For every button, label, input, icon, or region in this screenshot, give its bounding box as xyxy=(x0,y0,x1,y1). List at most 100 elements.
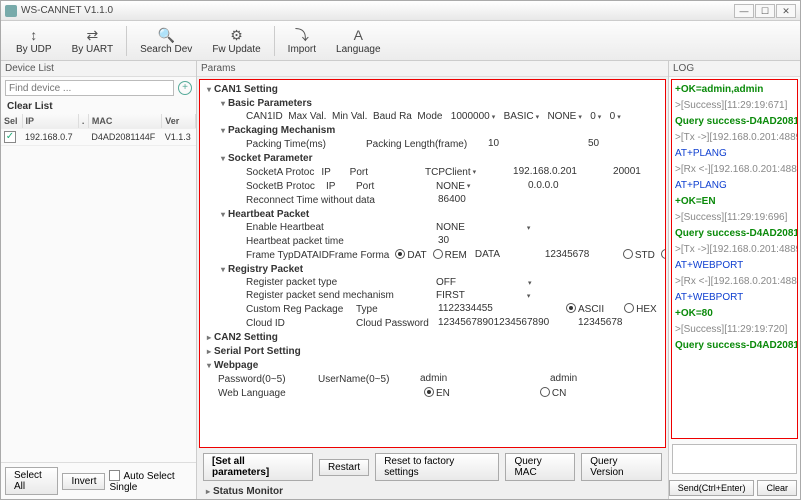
log-line: >[Tx ->][192.168.0.201:48899 -> 192.168 xyxy=(675,242,794,258)
command-input[interactable] xyxy=(672,444,797,474)
maximize-button[interactable]: ☐ xyxy=(755,4,775,18)
add-device-button[interactable]: + xyxy=(178,81,192,95)
web-user2-input[interactable] xyxy=(548,373,628,385)
web-cn-radio[interactable]: CN xyxy=(450,387,566,399)
socketa-addr-input[interactable] xyxy=(511,166,591,178)
log-line: Query success-D4AD20811 xyxy=(675,114,794,130)
reg-cloudid-label: Cloud ID xyxy=(246,318,356,329)
minval-label: Min Val. xyxy=(332,111,367,122)
log-line: >[Rx <-][192.168.0.201:48899 <- 192.168 xyxy=(675,162,794,178)
socketa-mode-select[interactable]: TCPClient▾ xyxy=(425,167,491,178)
fw-update-icon: ⚙ xyxy=(226,26,246,44)
reg-type-select[interactable]: OFF▾ xyxy=(436,277,532,288)
log-line: AT+WEBPORT xyxy=(675,290,794,306)
packing-len-input[interactable] xyxy=(586,138,646,150)
socketb-mode-select[interactable]: NONE▾ xyxy=(436,181,506,192)
window-title: WS-CANNET V1.1.0 xyxy=(21,5,733,16)
row-checkbox[interactable]: ✓ xyxy=(4,131,16,143)
params-header: Params xyxy=(197,61,668,77)
factory-reset-button[interactable]: Reset to factory settings xyxy=(375,453,499,481)
registry-header[interactable]: ▾Registry Packet xyxy=(218,263,661,276)
reg-cloudpw-input[interactable] xyxy=(576,317,646,329)
hb-enable-select[interactable]: NONE▾ xyxy=(436,222,530,233)
hb-ff-label: Frame Forma xyxy=(329,250,390,261)
socketb-port-label: Port xyxy=(356,181,436,192)
clear-list-button[interactable]: Clear List xyxy=(1,99,196,114)
hb-dat-radio[interactable]: DAT xyxy=(389,249,426,261)
reg-type-label: Register packet type xyxy=(246,277,436,288)
reconnect-label: Reconnect Time without data xyxy=(246,195,436,206)
hb-data-input[interactable] xyxy=(473,249,523,261)
hb-rem-radio[interactable]: REM xyxy=(427,249,467,261)
by-udp-button[interactable]: ↕By UDP xyxy=(7,23,61,58)
web-pw-label: Password(0~5) xyxy=(218,374,318,385)
packing-time-input[interactable] xyxy=(486,138,546,150)
v1-select[interactable]: 0▾ xyxy=(590,111,601,122)
language-button[interactable]: ALanguage xyxy=(327,23,390,58)
find-device-input[interactable] xyxy=(5,80,174,96)
hb-time-input[interactable] xyxy=(436,235,496,247)
reg-cloudid-input[interactable] xyxy=(436,317,556,329)
log-output: +OK=admin,admin>[Success][11:29:19:671]Q… xyxy=(671,79,798,439)
hb-std-radio[interactable]: STD xyxy=(603,249,655,261)
can2-setting-header[interactable]: ▸CAN2 Setting xyxy=(204,331,661,344)
reg-ctype-label: Type xyxy=(356,304,436,315)
socketa-port-input[interactable] xyxy=(611,166,661,178)
col-.[interactable]: . xyxy=(78,114,88,129)
serial-port-header[interactable]: ▸Serial Port Setting xyxy=(204,345,661,358)
socket-header[interactable]: ▾Socket Parameter xyxy=(218,152,661,165)
device-row[interactable]: ✓192.168.0.7D4AD2081144FV1.1.3 xyxy=(1,129,196,146)
titlebar: WS-CANNET V1.1.0 — ☐ ✕ xyxy=(1,1,800,21)
socketb-label: SocketB Protoc xyxy=(246,181,326,192)
close-button[interactable]: ✕ xyxy=(776,4,796,18)
col-sel[interactable]: Sel xyxy=(1,114,22,129)
reg-custom-input[interactable] xyxy=(436,303,536,315)
socketa-label: SocketA Protoc xyxy=(246,167,321,178)
can1-setting-header[interactable]: ▾CAN1 Setting xyxy=(204,83,661,96)
baud-select[interactable]: 1000000▾ xyxy=(451,111,495,122)
search-dev-button[interactable]: 🔍Search Dev xyxy=(131,23,201,58)
reg-mech-select[interactable]: FIRST▾ xyxy=(436,290,530,301)
clear-log-button[interactable]: Clear xyxy=(757,480,797,496)
send-button[interactable]: Send(Ctrl+Enter) xyxy=(669,480,755,496)
auto-select-checkbox[interactable]: Auto Select Single xyxy=(109,470,192,493)
web-user-input[interactable] xyxy=(418,373,498,385)
col-mac[interactable]: MAC xyxy=(88,114,161,129)
by-uart-button[interactable]: ⇄By UART xyxy=(63,23,123,58)
col-ver[interactable]: Ver xyxy=(162,114,196,129)
import-button[interactable]: ⤵Import xyxy=(279,23,325,58)
socketb-addr-input[interactable] xyxy=(526,180,606,192)
log-line: >[Success][11:29:19:671] xyxy=(675,98,794,114)
log-line: >[Success][11:29:19:696] xyxy=(675,210,794,226)
heartbeat-header[interactable]: ▾Heartbeat Packet xyxy=(218,208,661,221)
reg-custom-label: Custom Reg Package xyxy=(246,304,356,315)
toolbar: ↕By UDP⇄By UART🔍Search Dev⚙Fw Update ⤵Imp… xyxy=(1,21,800,61)
reg-hex-radio[interactable]: HEX xyxy=(604,303,657,315)
basic-select[interactable]: BASIC▾ xyxy=(504,111,540,122)
minimize-button[interactable]: — xyxy=(734,4,754,18)
reg-ascii-radio[interactable]: ASCII xyxy=(536,303,604,315)
hb-id-input[interactable] xyxy=(543,249,603,261)
search-dev-icon: 🔍 xyxy=(156,26,176,44)
reg-cloudpw-label: Cloud Password xyxy=(356,318,436,329)
hb-time-label: Heartbeat packet time xyxy=(246,236,436,247)
query-version-button[interactable]: Query Version xyxy=(581,453,662,481)
webpage-header[interactable]: ▾Webpage xyxy=(204,359,661,372)
web-en-radio[interactable]: EN xyxy=(418,387,450,399)
invert-button[interactable]: Invert xyxy=(62,473,105,490)
v2-select[interactable]: 0▾ xyxy=(610,111,621,122)
restart-button[interactable]: Restart xyxy=(319,459,369,476)
set-all-button[interactable]: [Set all parameters] xyxy=(203,453,313,481)
reconnect-input[interactable] xyxy=(436,194,496,206)
col-ip[interactable]: IP xyxy=(22,114,78,129)
basic-parameters-header[interactable]: ▾Basic Parameters xyxy=(218,97,661,110)
fw-update-button[interactable]: ⚙Fw Update xyxy=(203,23,269,58)
web-lang-label: Web Language xyxy=(218,388,418,399)
status-monitor-header[interactable]: ▸Status Monitor xyxy=(197,484,668,499)
packaging-header[interactable]: ▾Packaging Mechanism xyxy=(218,124,661,137)
by-udp-icon: ↕ xyxy=(24,26,44,44)
query-mac-button[interactable]: Query MAC xyxy=(505,453,575,481)
none-select[interactable]: NONE▾ xyxy=(547,111,581,122)
hb-exd-radio[interactable]: EXD xyxy=(655,249,666,261)
select-all-button[interactable]: Select All xyxy=(5,467,58,495)
